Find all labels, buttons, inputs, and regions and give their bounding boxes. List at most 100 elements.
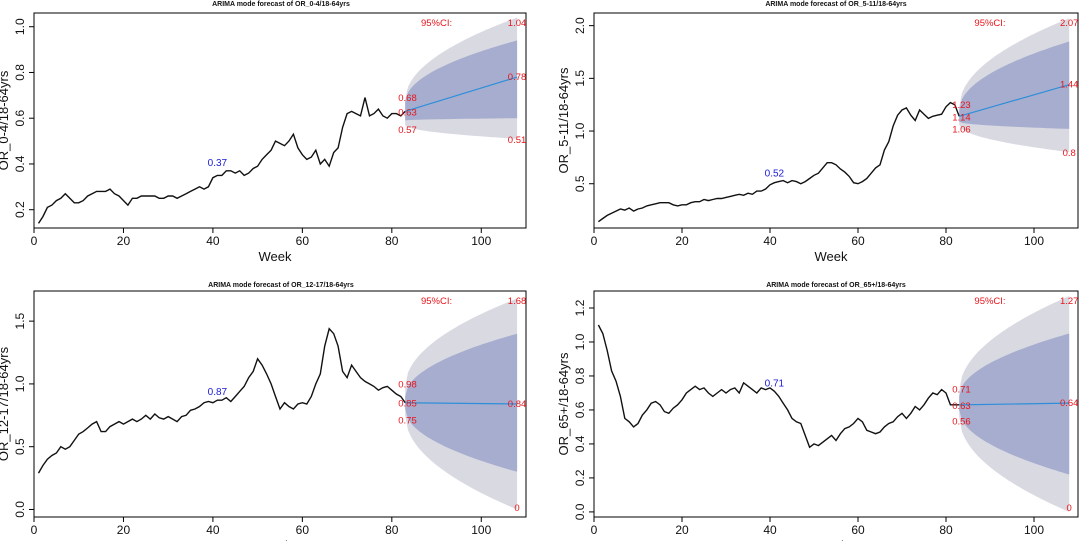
observed-series-line: [597, 324, 960, 449]
chart-title: ARIMA mode forecast of OR_5-11/18-64yrs: [765, 1, 906, 8]
x-tick-label: 20: [117, 523, 131, 537]
observed-series-line: [37, 327, 406, 474]
forecast-start-upper-value: 0.98: [398, 379, 417, 390]
x-axis-label: Week: [259, 249, 292, 264]
midpoint-value-label: 0.71: [765, 378, 785, 389]
x-axis-label: Week: [815, 538, 848, 541]
forecast-end-lower-value: 0.51: [508, 135, 527, 146]
x-tick-label: 0: [591, 523, 598, 537]
chart-panel-3: ARIMA mode forecast of OR_12-17/18-64yrs…: [0, 282, 527, 541]
y-tick-label: 0.4: [573, 435, 587, 452]
chart-title: ARIMA mode forecast of OR_65+/18-64yrs: [766, 282, 906, 289]
y-tick-label: 1.0: [13, 18, 27, 35]
plot-frame: [33, 290, 527, 518]
ci-label: 95%CI:: [974, 18, 1005, 29]
y-tick-label: 0.8: [13, 64, 27, 81]
y-tick-label: 0.6: [13, 110, 27, 127]
plot-frame: [33, 12, 527, 229]
y-tick-label: 0.5: [573, 175, 587, 192]
x-tick-label: 40: [206, 234, 220, 248]
x-tick-label: 100: [1024, 523, 1044, 537]
forecast-end-lower-value: 0: [1067, 503, 1072, 514]
forecast-start-lower-value: 0.56: [952, 417, 971, 428]
forecast-start-lower-value: 0.75: [398, 415, 417, 426]
ci-label: 95%CI:: [974, 296, 1005, 307]
y-tick-label: 0.2: [573, 469, 587, 486]
plot-frame: [593, 290, 1079, 518]
y-tick-label: 1.2: [573, 299, 587, 316]
ci-upper-end-value: 2.07: [1060, 18, 1079, 29]
y-axis-label: OR_12-17/18-64yrs: [0, 346, 11, 461]
forecast-start-mid-value: 0.63: [398, 107, 417, 118]
midpoint-value-label: 0.37: [208, 158, 228, 169]
y-axis-label: OR_0-4/18-64yrs: [0, 70, 11, 170]
x-tick-label: 60: [851, 234, 865, 248]
x-tick-label: 0: [591, 234, 598, 248]
forecast-start-lower-value: 1.06: [952, 125, 971, 136]
chart-panel-4: ARIMA mode forecast of OR_65+/18-64yrs 0 2…: [556, 282, 1079, 541]
plot-frame: [593, 12, 1079, 229]
midpoint-value-label: 0.87: [208, 387, 228, 398]
y-tick-label: 0.8: [573, 367, 587, 384]
y-tick-label: 1.0: [573, 333, 587, 350]
chart-panel-1: ARIMA mode forecast of OR_0-4/18-64yrs 0 2…: [0, 1, 527, 264]
forecast-series-line: [405, 76, 518, 112]
x-tick-label: 80: [939, 523, 953, 537]
x-tick-label: 80: [385, 523, 399, 537]
inner-confidence-band: [959, 41, 1070, 129]
y-tick-label: 2.0: [573, 17, 587, 34]
x-tick-label: 60: [851, 523, 865, 537]
y-tick-label: 0.0: [13, 501, 27, 518]
x-axis-label: Week: [259, 538, 292, 541]
forecast-start-upper-value: 1.23: [952, 100, 971, 111]
forecast-end-mid-value: 0.64: [1060, 398, 1079, 409]
forecast-end-lower-value: 0.8: [1063, 148, 1076, 159]
forecast-start-mid-value: 1.14: [952, 112, 971, 123]
forecast-end-mid-value: 0.78: [508, 72, 527, 83]
y-axis-label: OR_65+/18-64yrs: [556, 352, 571, 455]
y-tick-label: 0.4: [13, 155, 27, 172]
x-tick-label: 20: [675, 523, 689, 537]
x-tick-label: 0: [31, 234, 38, 248]
y-tick-label: 0.6: [573, 401, 587, 418]
forecast-start-upper-value: 0.68: [398, 93, 417, 104]
forecast-series-line: [959, 84, 1070, 117]
ci-upper-end-value: 1.68: [508, 296, 527, 307]
observed-series-line: [37, 97, 406, 224]
inner-confidence-band: [405, 40, 518, 121]
forecast-start-upper-value: 0.71: [952, 384, 971, 395]
chart-title: ARIMA mode forecast of OR_12-17/18-64yrs: [208, 282, 354, 289]
y-tick-label: 0.0: [573, 503, 587, 520]
x-tick-label: 40: [763, 234, 777, 248]
x-tick-label: 60: [296, 234, 310, 248]
forecast-series-line: [405, 402, 518, 405]
x-axis-label: Week: [815, 249, 848, 264]
x-tick-label: 40: [206, 523, 220, 537]
observed-series-line: [597, 101, 960, 223]
x-tick-label: 80: [939, 234, 953, 248]
x-tick-label: 20: [675, 234, 689, 248]
y-tick-label: 1.5: [573, 70, 587, 87]
ci-upper-end-value: 1.04: [508, 18, 527, 29]
ci-upper-end-value: 1.27: [1060, 296, 1079, 307]
forecast-end-mid-value: 1.44: [1060, 80, 1079, 91]
ci-label: 95%CI:: [421, 18, 452, 29]
x-tick-label: 60: [296, 523, 310, 537]
x-tick-label: 100: [1024, 234, 1044, 248]
y-tick-label: 1.0: [573, 122, 587, 139]
x-tick-label: 20: [117, 234, 131, 248]
forecast-start-mid-value: 0.63: [952, 401, 971, 412]
x-tick-label: 100: [471, 234, 491, 248]
inner-confidence-band: [405, 333, 518, 472]
x-tick-label: 40: [763, 523, 777, 537]
chart-panel-2: ARIMA mode forecast of OR_5-11/18-64yrs 0…: [556, 1, 1079, 264]
x-tick-label: 100: [471, 523, 491, 537]
forecast-start-mid-value: 0.85: [398, 399, 417, 410]
y-tick-label: 1.5: [13, 312, 27, 329]
forecast-start-lower-value: 0.57: [398, 125, 417, 136]
chart-title: ARIMA mode forecast of OR_0-4/18-64yrs: [212, 1, 350, 8]
forecast-end-lower-value: 0: [514, 503, 519, 514]
y-tick-label: 0.2: [13, 201, 27, 218]
forecast-series-line: [959, 402, 1070, 406]
